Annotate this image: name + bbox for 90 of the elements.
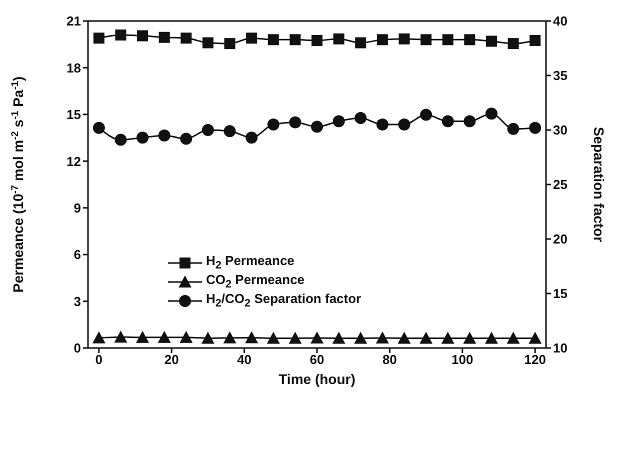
point: [354, 112, 367, 124]
legend-label: CO$_{2}$ Permeance: [206, 272, 305, 291]
point: [508, 38, 519, 50]
point: [310, 332, 324, 344]
point: [114, 330, 128, 343]
point: [376, 332, 389, 344]
point: [354, 332, 368, 344]
point: [201, 332, 214, 344]
x-tick-label: 60: [310, 352, 324, 368]
point: [507, 122, 520, 135]
x-tick-label: 120: [524, 352, 546, 368]
point: [202, 124, 214, 136]
point: [486, 36, 497, 47]
point: [93, 32, 104, 44]
y-tick-label: 15: [66, 107, 81, 122]
point: [355, 37, 366, 48]
point: [420, 34, 432, 46]
point: [529, 122, 542, 134]
point: [268, 34, 279, 46]
y2-tick-label: 40: [553, 14, 568, 29]
point: [92, 331, 106, 344]
point: [442, 34, 454, 46]
y-tick-label: 9: [74, 200, 81, 216]
point: [180, 132, 192, 145]
point: [530, 34, 541, 46]
point: [289, 116, 302, 128]
point: [114, 134, 127, 146]
point: [223, 331, 236, 344]
point: [398, 33, 410, 44]
point: [180, 32, 192, 44]
point: [224, 38, 236, 50]
x-axis-title: Time (hour): [278, 371, 356, 387]
point: [245, 331, 258, 344]
point: [180, 330, 193, 343]
point: [312, 34, 322, 46]
x-tick-label: 20: [164, 352, 179, 368]
point: [158, 330, 171, 343]
y2-tick-label: 10: [553, 340, 568, 356]
point: [484, 332, 498, 344]
point: [464, 34, 476, 46]
point: [398, 118, 410, 131]
point: [485, 108, 498, 120]
point: [333, 33, 344, 44]
point: [420, 108, 432, 121]
point: [311, 120, 323, 133]
y-tick-label: 6: [74, 247, 81, 262]
point: [246, 32, 258, 44]
point: [137, 30, 148, 42]
legend-label: H$_{2}$ Permeance: [206, 253, 294, 272]
point: [376, 118, 388, 131]
point: [136, 330, 150, 343]
y-tick-label: 3: [74, 294, 81, 309]
point: [506, 332, 520, 344]
point: [420, 332, 433, 344]
point: [464, 115, 476, 128]
point: [158, 32, 170, 43]
point: [376, 34, 388, 46]
point: [398, 332, 411, 344]
point: [332, 115, 345, 128]
y-tick-label: 0: [74, 340, 81, 356]
point: [202, 37, 214, 48]
point: [267, 118, 280, 131]
x-tick-label: 40: [237, 352, 252, 368]
point: [441, 332, 454, 344]
y2-tick-label: 35: [553, 68, 568, 84]
x-tick-label: 0: [95, 352, 103, 368]
point: [266, 332, 280, 344]
point: [136, 132, 149, 144]
y2-tick-label: 30: [553, 122, 568, 138]
point: [463, 332, 476, 344]
y-tick-label: 21: [66, 14, 81, 29]
point: [442, 115, 454, 128]
x-tick-label: 80: [382, 352, 397, 368]
y-tick-label: 12: [66, 154, 81, 169]
point: [224, 125, 236, 138]
point: [158, 129, 170, 142]
point: [288, 332, 302, 344]
legend-label: H$_{2}$/CO$_{2}$ Separation factor: [206, 291, 362, 310]
point: [528, 332, 542, 344]
x-tick-label: 100: [452, 352, 474, 368]
point: [115, 30, 126, 41]
y2-tick-label: 15: [553, 286, 568, 302]
point: [332, 332, 346, 344]
point: [290, 34, 301, 46]
y-tick-label: 18: [66, 60, 81, 76]
point: [246, 132, 258, 144]
y2-tick-label: 20: [553, 232, 568, 247]
point: [92, 122, 105, 134]
y2-axis-title: Separation factor: [591, 126, 607, 243]
y2-tick-label: 25: [553, 177, 568, 192]
